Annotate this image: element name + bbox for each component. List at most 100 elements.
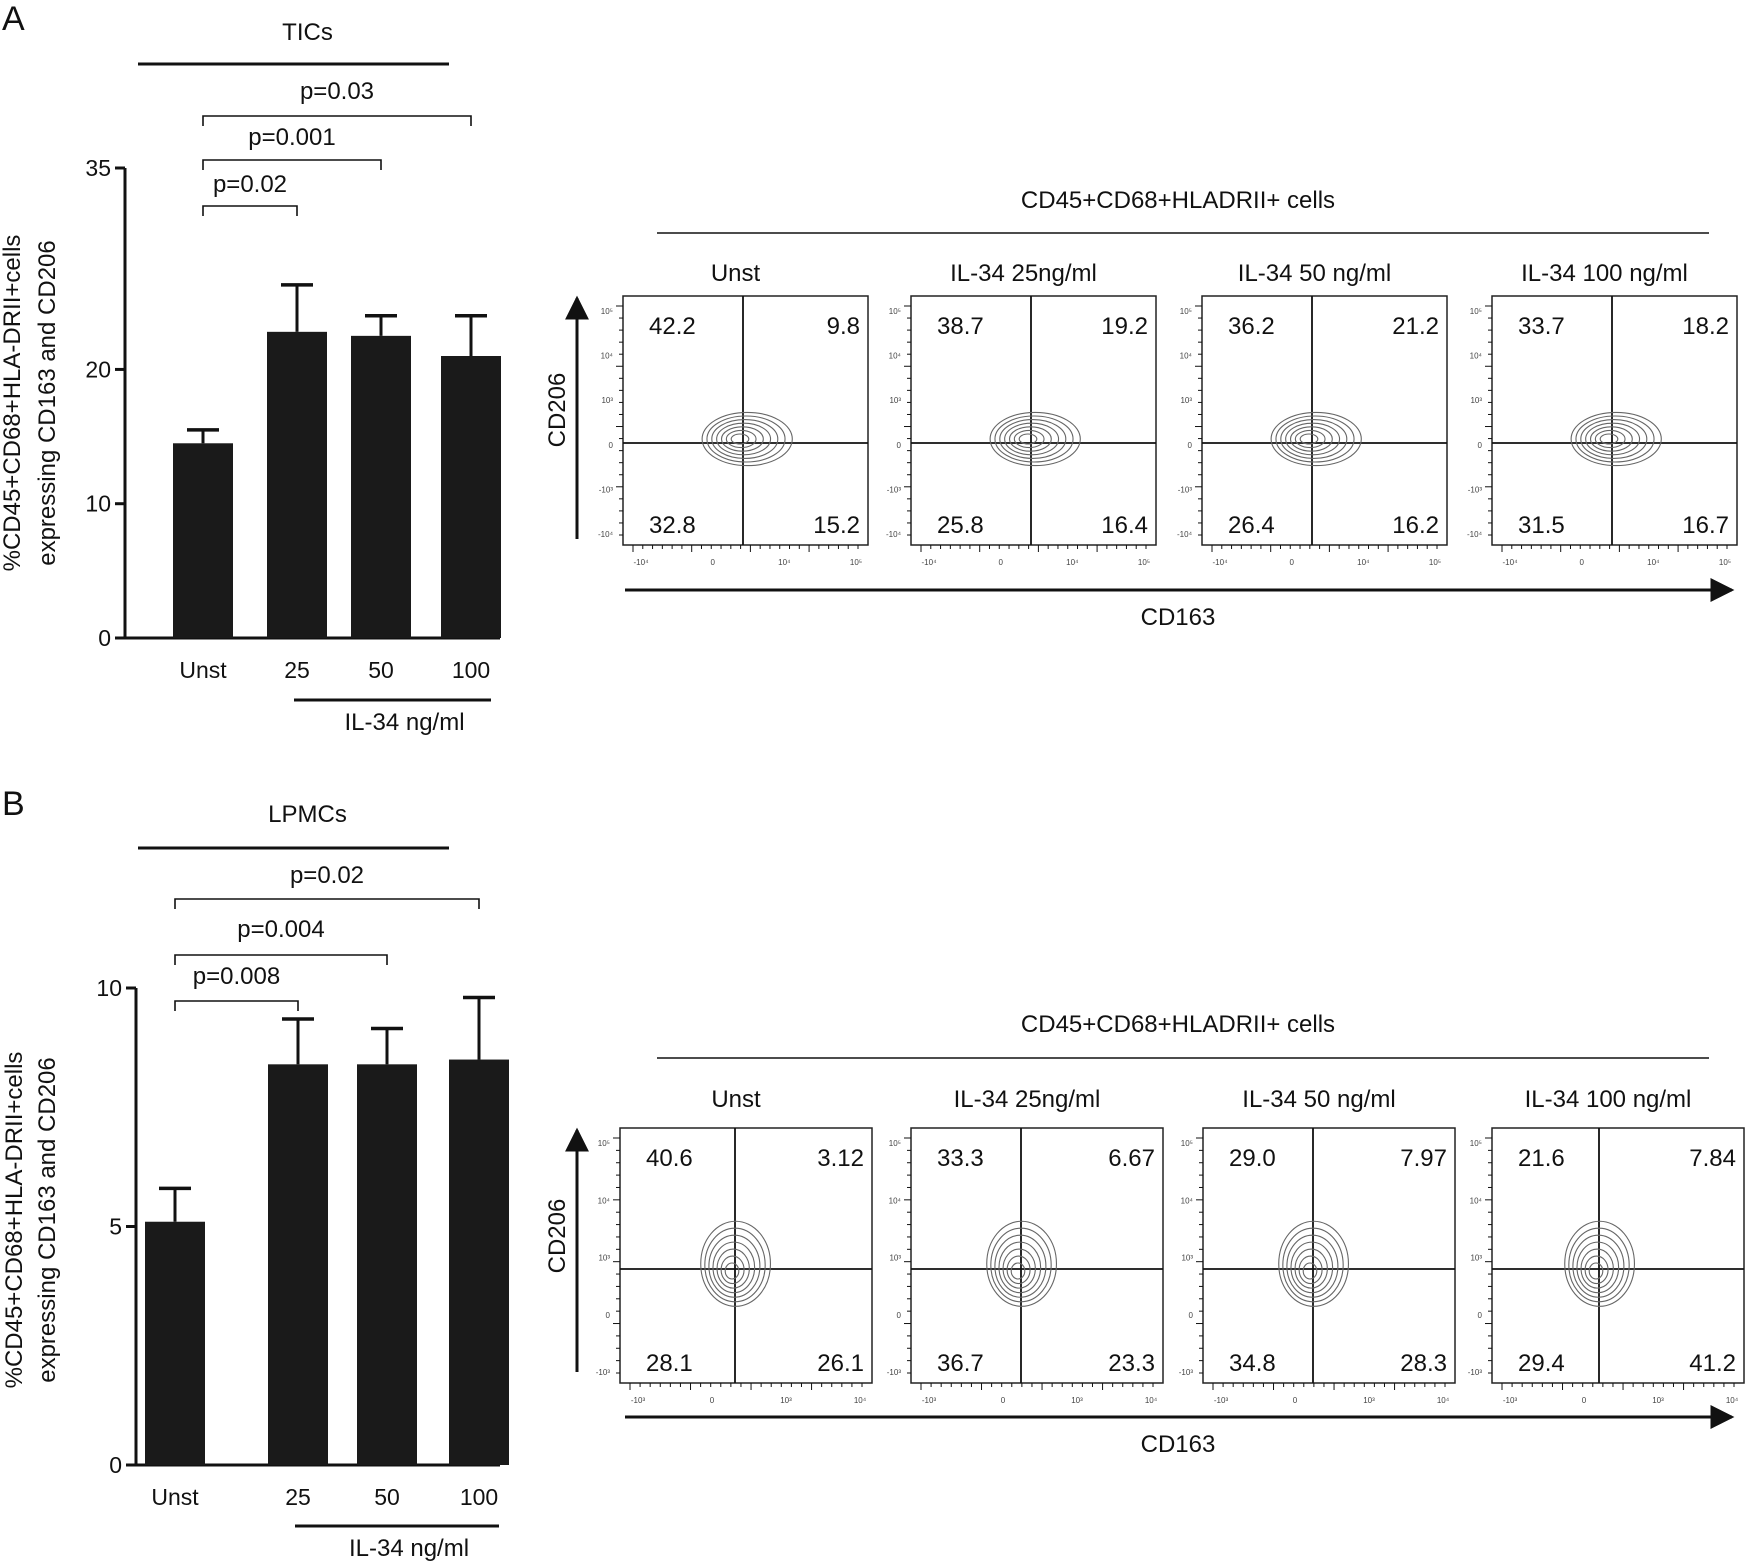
y-axis-tick-label: 10⁴ xyxy=(598,1196,611,1205)
y-axis-tick-label: -10³ xyxy=(1468,485,1483,494)
contour-ring xyxy=(1585,422,1641,456)
flow-plot-title: Unst xyxy=(711,1086,761,1113)
y-axis-tick-label: 10³ xyxy=(601,396,613,405)
x-axis-tick-label: -10³ xyxy=(1503,1396,1518,1405)
p-value-label: p=0.02 xyxy=(290,862,364,889)
x-axis-tick-label: 10⁵ xyxy=(1429,558,1441,567)
quadrant-lower-left: 25.8 xyxy=(937,512,984,539)
significance-bracket xyxy=(202,159,382,170)
flow-plot-title: IL-34 25ng/ml xyxy=(950,260,1097,287)
y-axis-tick-label: 0 xyxy=(1189,1311,1194,1320)
y-axis-tick-label: 10³ xyxy=(889,1254,901,1263)
quadrant-lower-right: 16.7 xyxy=(1682,512,1729,539)
contour-ring xyxy=(1289,426,1333,452)
il34-group-label: IL-34 ng/ml xyxy=(344,709,464,736)
p-value-label: p=0.02 xyxy=(213,171,287,198)
contour-plot xyxy=(989,411,1081,467)
flow-plot-frame xyxy=(910,1127,1164,1384)
x-axis-tick-label: 0 xyxy=(998,558,1003,567)
significance-bracket xyxy=(202,205,298,216)
contour-ring xyxy=(986,1220,1057,1307)
cd163-axis-label: CD163 xyxy=(1141,604,1216,631)
x-axis-tick-label: 10⁴ xyxy=(1357,558,1370,567)
y-axis-tick-label: -10³ xyxy=(1468,1368,1483,1377)
significance-bracket xyxy=(174,1000,299,1011)
y-axis-tick-label: 0 xyxy=(897,1311,902,1320)
axis-ticks: -10⁴ 0 10⁴ 10⁵ 10⁵ 10⁴ 10³ 0 -10³ -10⁴ xyxy=(1467,305,1731,567)
y-axis-tick-label: 10⁴ xyxy=(889,1196,902,1205)
y-axis-tick-label: 10⁴ xyxy=(1470,352,1483,361)
x-tick-label: Unst xyxy=(179,657,227,683)
flow-plot: IL-34 25ng/ml 33.3 6.67 36.7 23.3 -10³ 0 10³ 10⁴… xyxy=(887,1086,1164,1405)
contour-ring xyxy=(1294,1248,1328,1289)
bar xyxy=(267,331,327,638)
bar xyxy=(268,1064,328,1465)
y-tick-label: 20 xyxy=(85,356,111,382)
x-axis-tick-label: 0 xyxy=(1293,1396,1298,1405)
y-axis-tick-label: 10⁵ xyxy=(1470,307,1482,316)
contour-ring xyxy=(1302,1262,1318,1280)
contour-plot xyxy=(1278,1220,1349,1307)
y-axis-tick-label: 10⁵ xyxy=(1470,1139,1482,1148)
quadrant-upper-left: 36.2 xyxy=(1228,313,1275,340)
y-axis-tick-label: 10⁵ xyxy=(1180,307,1192,316)
contour-ring xyxy=(701,411,793,467)
contour-plot xyxy=(1570,411,1662,467)
contour-ring xyxy=(999,419,1067,459)
x-axis-tick-label: 10⁵ xyxy=(850,558,862,567)
contour-ring xyxy=(1580,419,1648,459)
contour-ring xyxy=(720,1255,745,1285)
contour-ring xyxy=(1588,1262,1604,1280)
panel-letter: A xyxy=(2,0,25,38)
y-axis-tick-label: 10³ xyxy=(1470,1254,1482,1263)
flow-plot: IL-34 100 ng/ml 21.6 7.84 29.4 41.2 -10³ 0 10³ 1… xyxy=(1468,1086,1745,1405)
contour-ring xyxy=(1280,419,1348,459)
bar xyxy=(357,1064,417,1465)
quadrant-upper-right: 6.67 xyxy=(1108,1145,1155,1172)
y-axis-tick-label: 10⁵ xyxy=(598,1139,610,1148)
contour-ring xyxy=(1564,1220,1635,1307)
y-axis-tick-label: -10³ xyxy=(887,1368,902,1377)
contour-ring xyxy=(708,1234,761,1298)
y-axis-title-line: %CD45+CD68+HLA-DRII+cells xyxy=(0,235,26,572)
y-axis-tick-label: -10⁴ xyxy=(598,530,614,539)
x-axis-tick-label: -10³ xyxy=(922,1396,937,1405)
axis-ticks: -10⁴ 0 10⁴ 10⁵ 10⁵ 10⁴ 10³ 0 -10³ -10⁴ xyxy=(886,305,1150,567)
y-axis-tick-label: -10³ xyxy=(599,485,614,494)
flow-plot-frame xyxy=(910,295,1157,546)
flow-plot-frame xyxy=(1491,295,1738,546)
quadrant-upper-left: 21.6 xyxy=(1518,1145,1565,1172)
contour-ring xyxy=(1568,1227,1630,1303)
y-axis-title-line: %CD45+CD68+HLA-DRII+cells xyxy=(1,1052,28,1389)
axis-ticks: -10³ 0 10³ 10⁴ 10⁵ 10⁴ 10³ 0 -10³ xyxy=(887,1137,1158,1405)
contour-ring xyxy=(1270,411,1362,467)
y-axis-tick-label: 10⁵ xyxy=(889,307,901,316)
quadrant-upper-right: 21.2 xyxy=(1392,313,1439,340)
contour-ring xyxy=(1584,1255,1609,1285)
contour-ring xyxy=(1572,1234,1625,1298)
cd206-axis-label: CD206 xyxy=(544,373,571,448)
contour-ring xyxy=(998,1241,1042,1294)
x-axis-tick-label: 10⁴ xyxy=(854,1396,867,1405)
contour-ring xyxy=(711,419,779,459)
quadrant-lower-left: 26.4 xyxy=(1228,512,1275,539)
panel-b: B LPMCs 0 5 10 %CD45+CD68+HLA-DRII+cells expre… xyxy=(1,785,1745,1562)
bar xyxy=(173,443,233,638)
quadrant-upper-left: 29.0 xyxy=(1229,1145,1276,1172)
contour-ring xyxy=(1589,426,1633,452)
flow-plot: IL-34 50 ng/ml 29.0 7.97 34.8 28.3 -10³ 0 10³ 10… xyxy=(1179,1086,1456,1405)
x-axis-tick-label: 10⁴ xyxy=(778,558,791,567)
quadrant-upper-left: 33.7 xyxy=(1518,313,1565,340)
axis-ticks: -10³ 0 10³ 10⁴ 10⁵ 10⁴ 10³ 0 -10³ xyxy=(596,1137,867,1405)
contour-ring xyxy=(1299,433,1319,445)
flow-plot-title: IL-34 50 ng/ml xyxy=(1242,1086,1395,1113)
bar xyxy=(441,356,501,638)
y-axis-tick-label: 10³ xyxy=(889,396,901,405)
flow-plot-title: Unst xyxy=(711,260,761,287)
y-tick-label: 35 xyxy=(85,155,111,181)
quadrant-lower-right: 16.2 xyxy=(1392,512,1439,539)
axis-ticks: -10⁴ 0 10⁴ 10⁵ 10⁵ 10⁴ 10³ 0 -10³ -10⁴ xyxy=(598,305,862,567)
y-axis-tick-label: -10⁴ xyxy=(1177,530,1193,539)
x-tick-label: 25 xyxy=(284,657,310,683)
y-axis-title-line: expressing CD163 and CD206 xyxy=(34,240,61,566)
